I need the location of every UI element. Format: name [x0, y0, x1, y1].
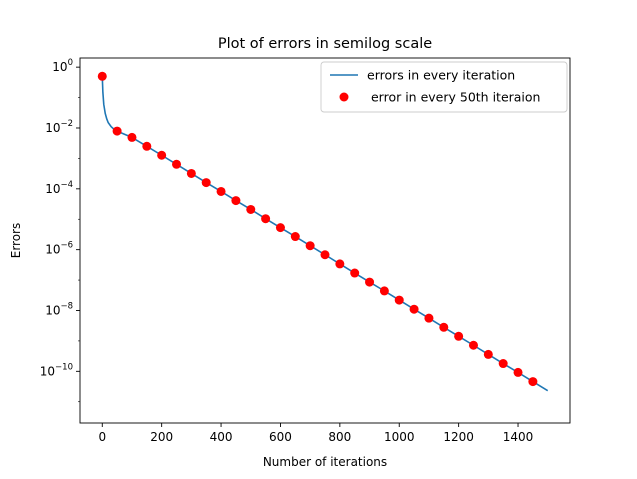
- y-tick-base: 10: [45, 243, 60, 257]
- data-point: [261, 214, 271, 224]
- y-tick-base: 10: [45, 121, 60, 135]
- data-point: [498, 359, 508, 369]
- data-point: [142, 141, 152, 151]
- x-axis: 0 200 400 600 800 1000 1200 1400: [98, 423, 533, 444]
- data-point: [394, 295, 404, 305]
- legend-entry-markers: error in every 50th iteraion: [367, 90, 540, 105]
- data-point: [216, 186, 226, 196]
- y-tick-label: 10−4: [45, 180, 73, 196]
- data-point: [305, 241, 315, 251]
- x-tick-label: 800: [328, 430, 351, 444]
- x-tick-label: 1400: [503, 430, 534, 444]
- data-point: [379, 286, 389, 296]
- x-tick-label: 200: [150, 430, 173, 444]
- legend-marker-swatch: [339, 92, 349, 102]
- chart-title: Plot of errors in semilog scale: [218, 36, 432, 52]
- data-point: [97, 71, 107, 81]
- x-tick-label: 0: [98, 430, 106, 444]
- data-point: [439, 322, 449, 332]
- x-tick-label: 1000: [384, 430, 415, 444]
- data-point: [528, 377, 538, 387]
- plot-area: [97, 71, 549, 392]
- data-point: [172, 159, 182, 169]
- y-tick-base: 10: [40, 364, 55, 378]
- y-tick-exponent: −4: [60, 180, 73, 190]
- y-tick-label: 10−8: [45, 301, 73, 317]
- y-tick-base: 10: [45, 182, 60, 196]
- x-tick-label: 600: [269, 430, 292, 444]
- x-axis-label: Number of iterations: [263, 455, 387, 469]
- legend-box: [320, 61, 568, 113]
- data-point: [127, 132, 137, 142]
- data-point: [424, 313, 434, 323]
- y-tick-exponent: −6: [60, 241, 73, 251]
- y-tick-base: 10: [45, 303, 60, 317]
- axes-frame: [79, 57, 571, 424]
- data-point: [275, 223, 285, 233]
- data-point: [513, 367, 523, 377]
- data-point: [186, 168, 196, 178]
- y-tick-exponent: −8: [60, 301, 73, 311]
- y-tick-exponent: −10: [55, 362, 73, 372]
- data-point: [409, 304, 419, 314]
- y-tick-exponent: −2: [60, 119, 73, 129]
- data-point: [201, 178, 211, 188]
- data-point: [350, 268, 360, 278]
- data-point: [483, 349, 493, 359]
- x-tick-label: 400: [210, 430, 233, 444]
- y-tick-exponent: 0: [68, 58, 73, 68]
- data-point: [231, 196, 241, 206]
- data-point: [454, 331, 464, 341]
- series-line-errors: [101, 76, 549, 392]
- series-layer: [97, 71, 549, 392]
- data-point: [320, 250, 330, 260]
- data-point: [335, 259, 345, 269]
- x-tick-label: 1200: [443, 430, 474, 444]
- data-point: [246, 204, 256, 214]
- y-tick-label: 10−10: [40, 362, 73, 378]
- data-point: [365, 277, 375, 287]
- y-tick-base: 10: [52, 60, 67, 74]
- data-point: [468, 340, 478, 350]
- y-tick-label: 100: [52, 58, 73, 74]
- y-tick-label: 10−2: [45, 119, 73, 135]
- y-tick-label: 10−6: [45, 241, 73, 257]
- data-point: [157, 150, 167, 160]
- legend-entry-line: errors in every iteration: [367, 68, 515, 83]
- data-point: [112, 126, 122, 136]
- legend: errors in every iteration error in every…: [320, 61, 568, 113]
- y-axis-label: Errors: [9, 223, 23, 259]
- data-point: [290, 232, 300, 242]
